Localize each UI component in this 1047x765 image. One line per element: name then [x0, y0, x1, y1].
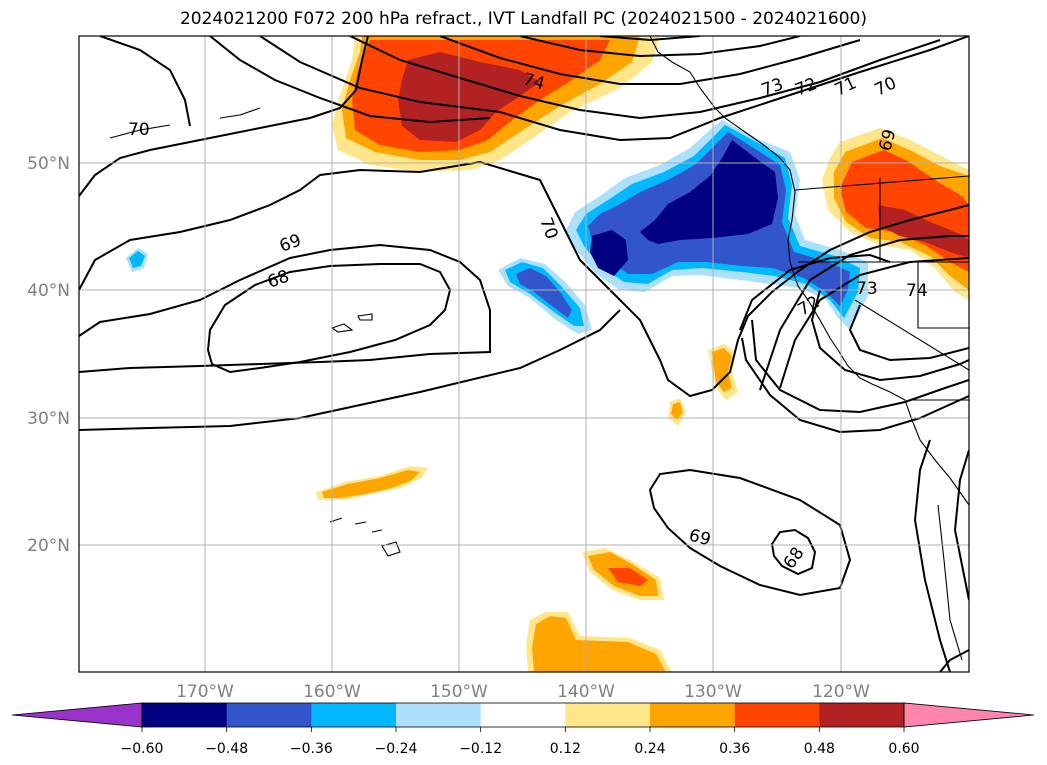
colorbar-tick-label: 0.12 [550, 741, 581, 757]
colorbar-cell [311, 703, 397, 727]
colorbar-cell [565, 703, 651, 727]
colorbar-tick-label: −0.60 [121, 741, 164, 757]
lon-label: 150°W [430, 682, 488, 702]
colorbar-cell [480, 703, 566, 727]
colorbar-extend-low [11, 702, 143, 728]
colorbar-tick-label: 0.48 [804, 741, 835, 757]
lon-label: 120°W [812, 682, 870, 702]
colorbar-tick-label: −0.36 [290, 741, 333, 757]
colorbar-tick-label: −0.24 [375, 741, 418, 757]
latitude-labels: 50°N 40°N 30°N 20°N [27, 154, 70, 556]
colorbar-tick-label: −0.48 [205, 741, 248, 757]
colorbar-ticks: −0.60 −0.48 −0.36 −0.24 −0.12 0.12 0.24 … [121, 741, 920, 757]
lon-label: 140°W [557, 682, 615, 702]
map-title: 2024021200 F072 200 hPa refract., IVT La… [179, 9, 867, 29]
lon-label: 170°W [176, 682, 234, 702]
longitude-labels: 170°W 160°W 150°W 140°W 130°W 120°W [176, 682, 870, 702]
contour-label: 70 [128, 120, 150, 140]
lon-label: 160°W [303, 682, 361, 702]
lat-label: 40°N [27, 281, 70, 301]
colorbar-tick-label: 0.24 [634, 741, 665, 757]
colorbar-cell [734, 703, 820, 727]
lat-label: 20°N [27, 536, 70, 556]
colorbar-cell [142, 703, 228, 727]
colorbar: −0.60 −0.48 −0.36 −0.24 −0.12 0.12 0.24 … [11, 702, 1035, 757]
lat-label: 30°N [27, 409, 70, 429]
colorbar-frame [141, 702, 905, 728]
contour-label: 74 [906, 281, 928, 301]
colorbar-cell [650, 703, 736, 727]
map-area: 70 74 73 72 71 70 69 69 68 70 69 68 73 7… [79, 36, 969, 672]
colorbar-tick-label: 0.36 [719, 741, 750, 757]
refractivity-contours [79, 36, 969, 672]
contour-label: 73 [856, 279, 878, 299]
colorbar-extend-high [903, 702, 1035, 728]
colorbar-tick-label: −0.12 [459, 741, 502, 757]
map-frame [78, 35, 970, 673]
positive-anomaly-shading [316, 36, 969, 672]
colorbar-cells [11, 702, 1035, 732]
colorbar-cell [396, 703, 482, 727]
colorbar-cell [226, 703, 312, 727]
negative-anomaly-shading [126, 120, 868, 334]
lon-label: 130°W [684, 682, 742, 702]
graticule [79, 36, 969, 672]
colorbar-cell [819, 703, 905, 727]
lat-label: 50°N [27, 154, 70, 174]
colorbar-tick-label: 0.60 [888, 741, 919, 757]
